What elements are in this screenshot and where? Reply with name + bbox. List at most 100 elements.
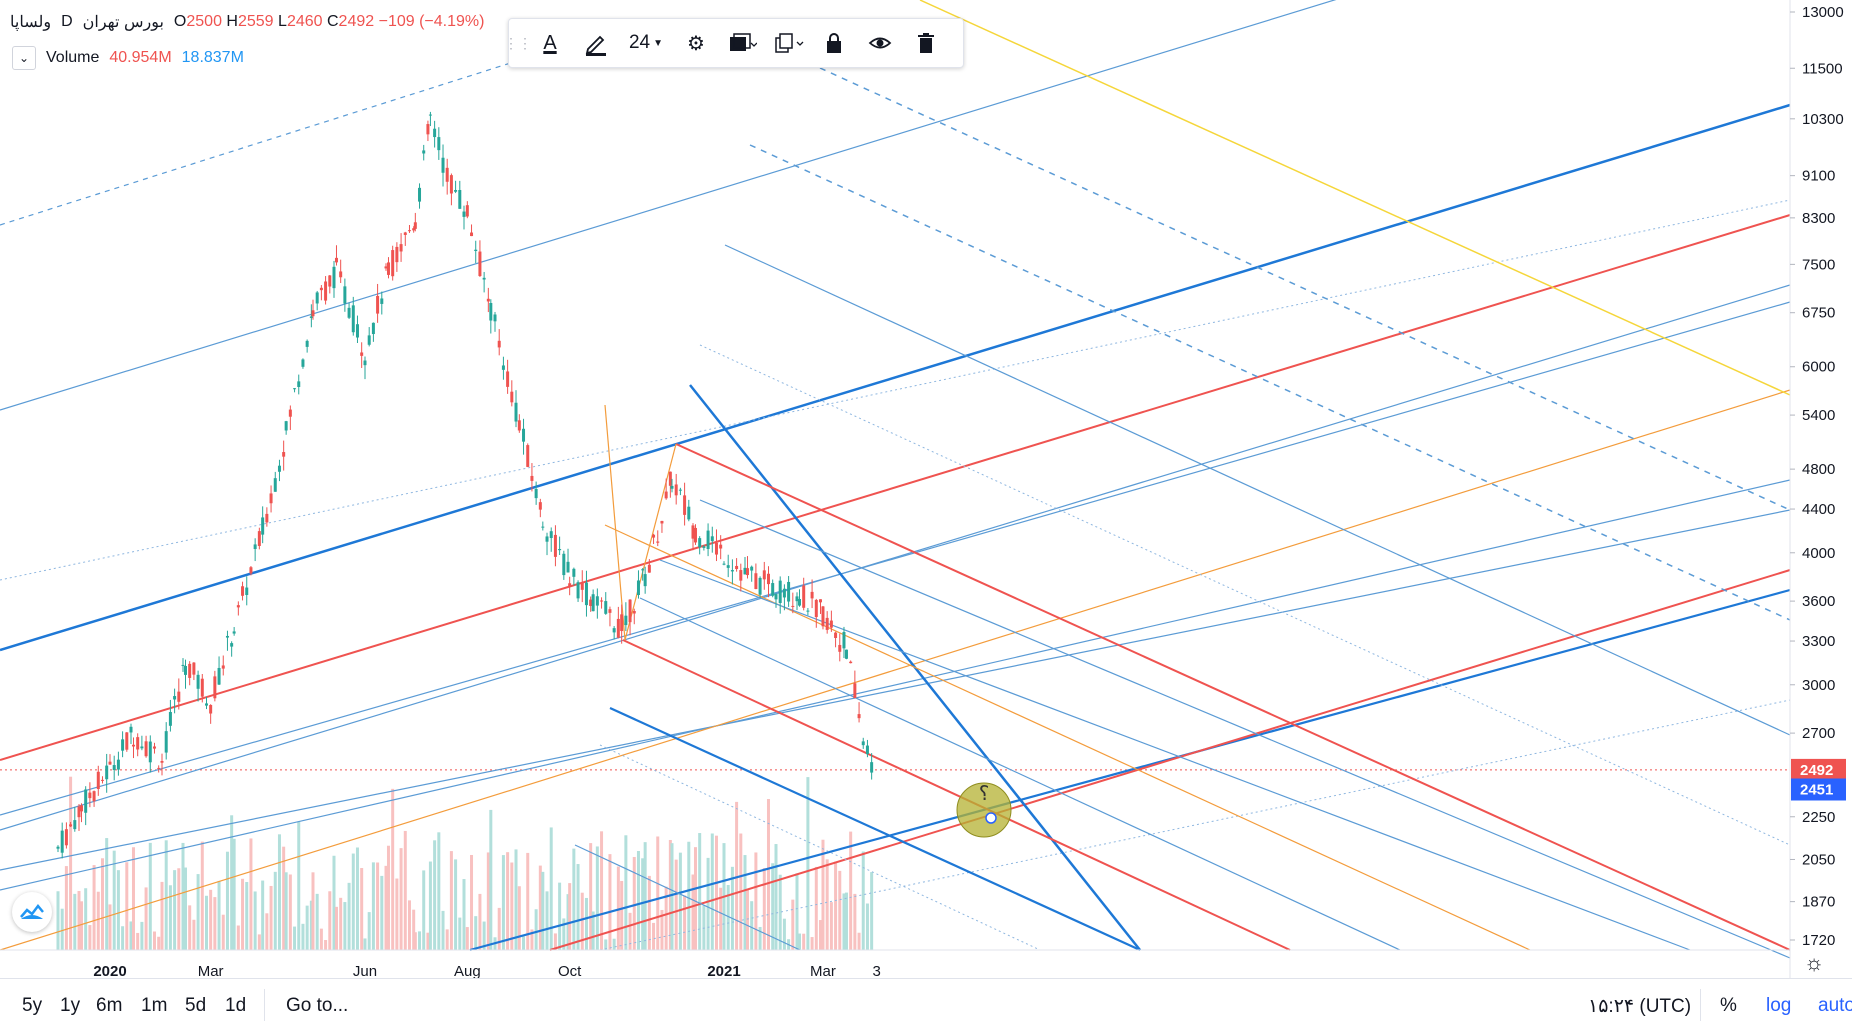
volume-bar xyxy=(347,882,351,950)
candle-body xyxy=(343,286,347,304)
volume-bar xyxy=(643,842,647,950)
time-axis: 2020 Mar Jun Aug Oct 2021 Mar 3 xyxy=(93,963,881,978)
settings-button[interactable]: ⚙ xyxy=(673,19,719,67)
trend-line xyxy=(0,59,521,226)
drag-handle-icon[interactable]: ⋮⋮ xyxy=(504,34,532,51)
volume-bar xyxy=(391,788,395,950)
range-5d-button[interactable]: 5d xyxy=(185,995,207,1016)
text-color-button[interactable]: A xyxy=(527,19,573,67)
volume-bar xyxy=(762,868,766,950)
volume-bar xyxy=(196,874,200,950)
range-1m-button[interactable]: 1m xyxy=(141,995,168,1016)
volume-bar xyxy=(778,874,782,950)
candle-body xyxy=(351,305,355,333)
range-6m-button[interactable]: 6m xyxy=(96,995,123,1016)
volume-bar xyxy=(857,932,861,950)
x-tick-label: Mar xyxy=(198,963,224,978)
y-tick-label: 3000 xyxy=(1802,677,1835,694)
volume-label: Volume xyxy=(46,49,100,66)
candle-body xyxy=(269,493,273,504)
candle-body xyxy=(497,340,501,348)
candle-body xyxy=(209,705,213,714)
price-chart[interactable]: 13000 11500 10300 9100 8300 7500 6750 6000 5400 4… xyxy=(0,0,1852,978)
go-to-button[interactable]: Go to... xyxy=(286,995,349,1016)
copy-icon xyxy=(775,33,804,53)
volume-bar xyxy=(152,931,156,950)
candle-body xyxy=(217,667,221,685)
volume-bar xyxy=(834,861,838,950)
volume-bar xyxy=(188,905,192,950)
candle-body xyxy=(572,568,576,577)
candle-body xyxy=(249,567,253,574)
candle-body xyxy=(730,570,734,572)
volume-bar xyxy=(584,897,588,950)
hide-button[interactable] xyxy=(857,19,903,67)
candle-body xyxy=(125,732,129,750)
volume-bar xyxy=(660,909,664,950)
clock-timezone[interactable]: ۱۵:۲۴ (UTC) xyxy=(1588,996,1692,1017)
candle-body xyxy=(600,600,604,602)
auto-toggle[interactable]: auto xyxy=(1818,995,1852,1016)
candle-body xyxy=(367,335,371,345)
volume-bar xyxy=(698,833,702,950)
candle-body xyxy=(558,549,562,551)
volume-bar xyxy=(774,844,778,950)
line-color-button[interactable] xyxy=(573,19,619,67)
candle-body xyxy=(750,566,754,571)
tradingview-logo[interactable] xyxy=(12,892,52,932)
volume-bar xyxy=(157,936,161,950)
volume-bar xyxy=(236,925,240,950)
volume-bar xyxy=(315,893,319,950)
volume-bar xyxy=(465,927,469,950)
volume-bar xyxy=(589,843,593,950)
candle-body xyxy=(693,527,697,543)
range-1d-button[interactable]: 1d xyxy=(225,995,247,1016)
volume-bar xyxy=(56,891,60,950)
candle-body xyxy=(774,594,778,600)
volume-bar xyxy=(230,815,234,950)
volume-bar xyxy=(825,859,829,950)
lock-button[interactable] xyxy=(811,19,857,67)
volume-bar xyxy=(849,831,853,950)
volume-bar xyxy=(407,900,411,950)
delete-button[interactable] xyxy=(903,19,949,67)
price-tag xyxy=(1791,758,1846,781)
volume-value: 40.954M xyxy=(109,49,172,66)
volume-bar xyxy=(687,841,691,950)
volume-bar xyxy=(497,907,501,950)
volume-bar xyxy=(403,830,407,950)
candle-body xyxy=(745,568,749,576)
candle-body xyxy=(842,632,846,649)
chart-settings-icon[interactable]: ☼ xyxy=(1804,950,1825,975)
candle-body xyxy=(743,567,747,575)
y-tick-label: 6750 xyxy=(1802,305,1835,322)
candle-body xyxy=(60,830,64,853)
volume-bar xyxy=(745,889,749,950)
volume-bar xyxy=(553,933,557,950)
clone-button[interactable] xyxy=(765,19,811,67)
symbol-name[interactable]: ولساپا xyxy=(10,14,52,31)
y-tick-label: 4800 xyxy=(1802,461,1835,478)
volume-bar xyxy=(105,838,109,950)
collapse-icon[interactable]: ⌄ xyxy=(12,46,36,70)
volume-bar xyxy=(526,852,530,950)
range-1y-button[interactable]: 1y xyxy=(60,995,81,1016)
y-tick-label: 4400 xyxy=(1802,501,1835,518)
candle-body xyxy=(168,711,172,726)
volume-bar xyxy=(810,937,814,950)
log-toggle[interactable]: log xyxy=(1766,995,1792,1016)
candle-body xyxy=(870,762,874,773)
visual-order-button[interactable] xyxy=(719,19,765,67)
volume-bar xyxy=(84,888,88,950)
volume-bar xyxy=(719,887,723,950)
drawing-toolbar: ⋮⋮ A 24 ▼ ⚙ xyxy=(504,18,964,68)
percent-toggle[interactable]: % xyxy=(1720,995,1737,1016)
candle-body xyxy=(674,484,678,496)
volume-bar xyxy=(100,858,104,950)
trend-line xyxy=(599,744,1041,951)
trend-line xyxy=(604,524,1531,951)
candle-body xyxy=(96,771,100,789)
font-size-dropdown[interactable]: 24 ▼ xyxy=(619,19,673,67)
candle-body xyxy=(857,714,861,719)
range-5y-button[interactable]: 5y xyxy=(22,995,43,1016)
